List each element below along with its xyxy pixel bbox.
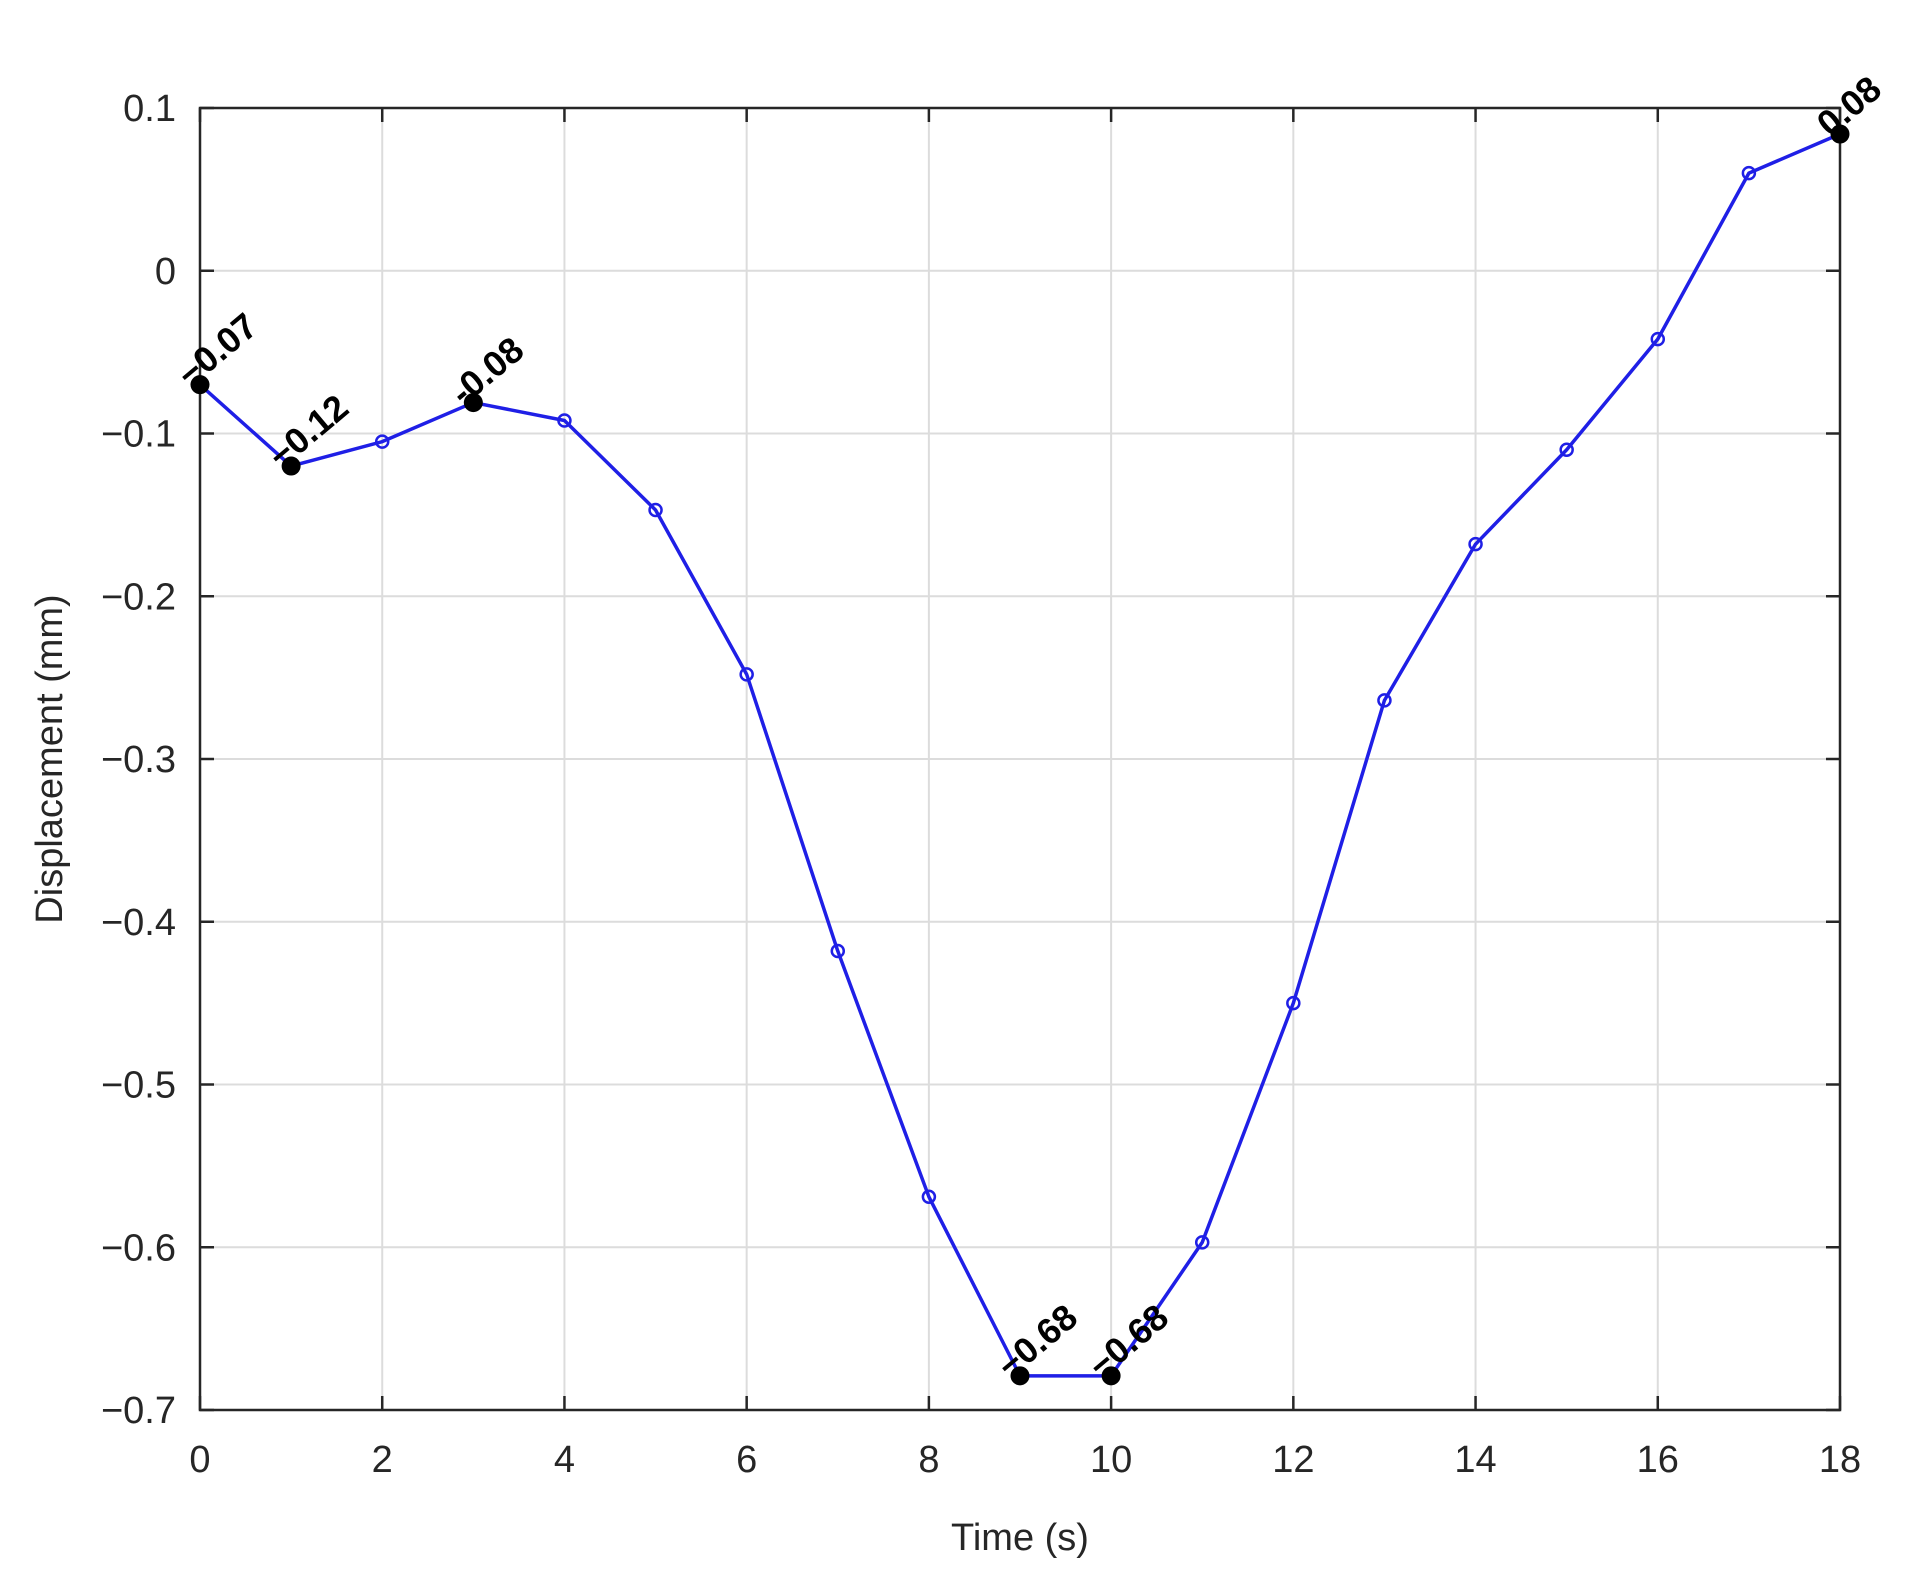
y-tick-label: −0.3 — [101, 739, 176, 781]
data-point-marker — [1650, 331, 1666, 347]
data-point-marker — [1468, 536, 1483, 552]
x-tick-label: 0 — [189, 1439, 210, 1481]
x-tick-label: 4 — [554, 1439, 575, 1481]
data-point-marker — [648, 502, 663, 518]
y-tick-label: 0.1 — [123, 88, 176, 130]
data-point-marker — [1377, 693, 1392, 708]
data-point-marker — [557, 413, 572, 428]
x-tick-label: 16 — [1637, 1439, 1679, 1481]
x-tick-label: 6 — [736, 1439, 757, 1481]
highlighted-point — [281, 456, 301, 476]
x-tick-label: 18 — [1819, 1439, 1861, 1481]
x-tick-label: 8 — [918, 1439, 939, 1481]
x-axis-label: Time (s) — [951, 1517, 1089, 1559]
data-point-marker — [1559, 442, 1574, 458]
y-tick-label: −0.4 — [101, 902, 176, 944]
y-tick-label: −0.5 — [101, 1065, 176, 1107]
y-tick-label: −0.1 — [101, 414, 176, 456]
data-point-marker — [739, 667, 754, 682]
y-tick-label: 0 — [155, 251, 176, 293]
data-point-marker — [830, 943, 846, 959]
highlighted-point — [1830, 124, 1850, 144]
y-axis-label: Displacement (mm) — [29, 594, 71, 923]
highlighted-point — [1010, 1366, 1030, 1386]
data-point-marker — [1194, 1235, 1210, 1250]
x-tick-label: 12 — [1272, 1439, 1314, 1481]
data-point-marker — [1286, 995, 1301, 1011]
x-tick-label: 2 — [372, 1439, 393, 1481]
data-point-marker — [1741, 165, 1757, 181]
data-point-marker — [921, 1189, 937, 1205]
x-axis-tick-labels: 0 2 4 6 8 10 12 14 16 18 — [189, 1439, 1861, 1481]
x-tick-label: 14 — [1454, 1439, 1496, 1481]
y-tick-label: −0.7 — [101, 1390, 176, 1432]
plot-area-frame — [198, 106, 1842, 1412]
highlighted-point — [1101, 1366, 1121, 1386]
highlighted-point — [190, 375, 210, 395]
y-tick-label: −0.2 — [101, 576, 176, 618]
y-tick-label: −0.6 — [101, 1227, 176, 1269]
x-tick-label: 10 — [1090, 1439, 1132, 1481]
data-point-marker — [374, 434, 390, 449]
y-axis-tick-labels: 0.1 0 −0.1 −0.2 −0.3 −0.4 −0.5 −0.6 −0.7 — [101, 88, 176, 1432]
highlighted-point — [463, 393, 483, 413]
